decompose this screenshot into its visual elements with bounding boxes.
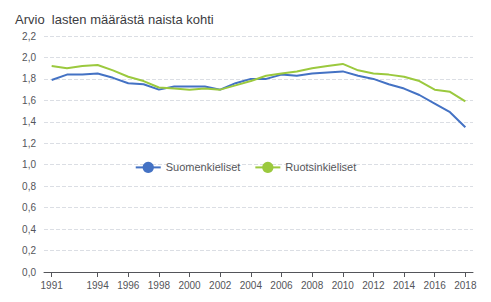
svg-text:2008: 2008 xyxy=(301,280,324,291)
svg-text:Suomenkieliset: Suomenkieliset xyxy=(166,161,241,173)
svg-text:2012: 2012 xyxy=(362,280,385,291)
svg-text:2002: 2002 xyxy=(209,280,232,291)
svg-text:0,2: 0,2 xyxy=(22,245,36,256)
svg-text:0,8: 0,8 xyxy=(22,181,36,192)
svg-text:2006: 2006 xyxy=(270,280,293,291)
svg-text:1,0: 1,0 xyxy=(22,159,36,170)
svg-text:Ruotsinkieliset: Ruotsinkieliset xyxy=(285,161,356,173)
svg-text:1991: 1991 xyxy=(41,280,64,291)
svg-text:2004: 2004 xyxy=(240,280,263,291)
svg-text:2000: 2000 xyxy=(178,280,201,291)
svg-text:2018: 2018 xyxy=(454,280,477,291)
svg-text:1,4: 1,4 xyxy=(22,116,36,127)
svg-text:2010: 2010 xyxy=(332,280,355,291)
svg-text:0,6: 0,6 xyxy=(22,202,36,213)
svg-text:2,2: 2,2 xyxy=(22,31,36,42)
svg-text:1,8: 1,8 xyxy=(22,73,36,84)
svg-text:2,0: 2,0 xyxy=(22,52,36,63)
svg-text:1994: 1994 xyxy=(87,280,110,291)
svg-text:1996: 1996 xyxy=(117,280,140,291)
svg-text:2016: 2016 xyxy=(424,280,447,291)
svg-text:2014: 2014 xyxy=(393,280,416,291)
svg-text:0,0: 0,0 xyxy=(22,267,36,278)
svg-text:0,4: 0,4 xyxy=(22,224,36,235)
svg-text:1998: 1998 xyxy=(148,280,171,291)
svg-text:Arvio lasten määrästä naista: Arvio lasten määrästä naista kohti xyxy=(15,12,214,27)
svg-text:1,2: 1,2 xyxy=(22,138,36,149)
svg-text:1,6: 1,6 xyxy=(22,95,36,106)
